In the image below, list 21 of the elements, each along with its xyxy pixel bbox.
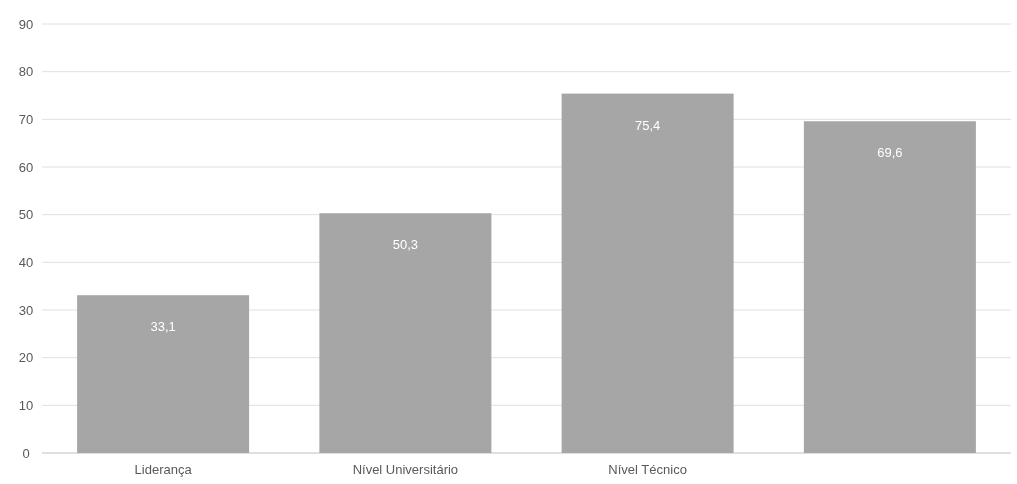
data-label: 50,3 [392,237,419,253]
y-tick-label: 80 [18,64,34,80]
data-label: 75,4 [634,117,661,133]
y-tick-label: 70 [18,111,34,127]
x-tick-label: Liderança [134,462,193,477]
bar [561,93,734,453]
x-tick-label: Nível Universitário [352,462,459,477]
bar [319,213,492,453]
y-tick-label: 10 [18,397,34,413]
data-label: 33,1 [150,319,176,335]
x-tick-label: Nível Técnico [608,462,687,477]
y-tick-label: 90 [18,16,34,32]
y-tick-label: 40 [18,254,34,270]
bar [77,295,250,453]
bar [803,121,976,453]
y-tick-label: 60 [18,159,34,175]
y-tick-label: 30 [18,302,34,318]
data-label: 69,6 [877,145,903,161]
y-tick-label: 0 [22,445,30,461]
y-tick-label: 50 [18,207,34,223]
y-tick-label: 20 [18,350,34,366]
